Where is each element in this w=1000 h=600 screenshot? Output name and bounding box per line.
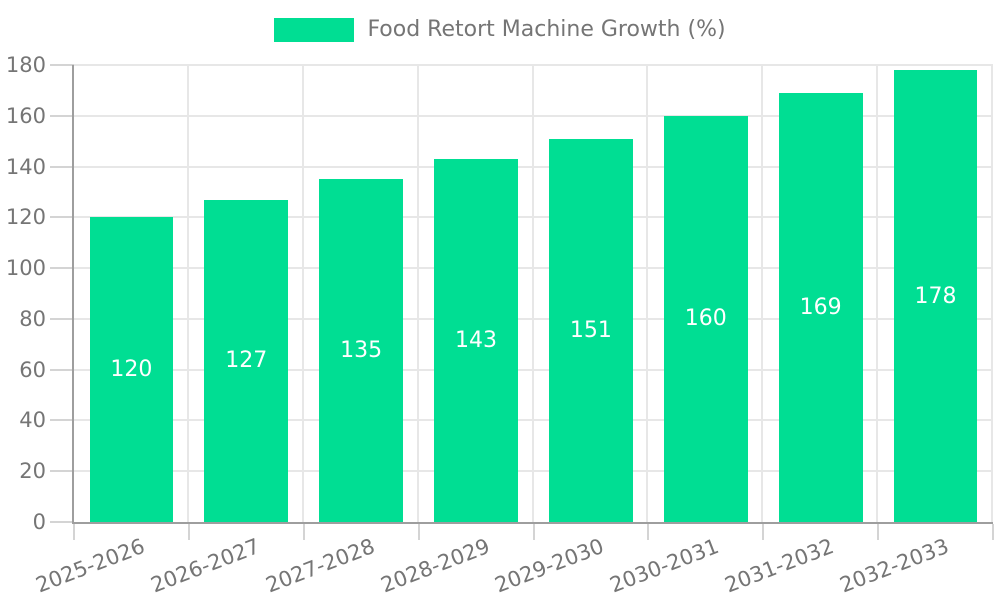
x-axis-tick-label: 2025-2026: [32, 534, 149, 598]
y-axis-tick: [50, 165, 74, 168]
x-axis-tick-label: 2030-2031: [606, 534, 723, 598]
gridline-horizontal: [74, 165, 993, 168]
y-axis-line: [72, 65, 74, 522]
bar-value-label: 143: [455, 327, 498, 353]
chart-legend[interactable]: Food Retort Machine Growth (%): [0, 17, 1000, 43]
y-axis-tick: [50, 521, 74, 523]
bar-value-label: 169: [799, 294, 842, 320]
x-axis-tick: [187, 524, 190, 540]
bar-value-label: 160: [684, 306, 727, 332]
x-axis-tick: [417, 524, 420, 540]
gridline-horizontal: [74, 267, 993, 270]
x-axis-tick: [73, 524, 75, 540]
legend-swatch-icon: [274, 18, 355, 42]
x-axis-tick: [992, 524, 994, 540]
gridline-vertical: [991, 65, 993, 522]
y-axis-tick: [50, 216, 74, 219]
bar-2025-2026: 120: [89, 217, 174, 522]
bar-2027-2028: 135: [319, 179, 404, 522]
y-axis-tick-label: 60: [19, 357, 46, 382]
gridline-horizontal: [74, 419, 993, 422]
y-axis-tick-label: 100: [5, 256, 46, 281]
bar-value-label: 178: [914, 283, 957, 309]
y-axis-tick-label: 0: [32, 510, 46, 534]
bar-2031-2032: 169: [778, 92, 863, 522]
x-axis-tick: [532, 524, 535, 540]
x-axis-tick-label: 2031-2032: [721, 534, 838, 598]
gridline-vertical: [531, 65, 534, 522]
gridline-horizontal: [74, 64, 993, 66]
gridline-horizontal: [74, 114, 993, 117]
y-axis-tick-label: 180: [5, 53, 46, 77]
gridline-horizontal: [74, 470, 993, 473]
x-axis-tick: [762, 524, 765, 540]
gridline-horizontal: [74, 368, 993, 371]
bar-value-label: 120: [110, 357, 153, 383]
y-axis-tick: [50, 267, 74, 270]
y-axis-tick-label: 80: [19, 306, 46, 331]
y-axis-tick: [50, 368, 74, 371]
bar-value-label: 135: [340, 338, 383, 364]
y-axis-tick-label: 20: [19, 459, 46, 484]
y-axis-tick: [50, 64, 74, 66]
x-axis-tick: [877, 524, 880, 540]
gridline-vertical: [186, 65, 189, 522]
bar-2028-2029: 143: [434, 158, 518, 522]
bar-2029-2030: 151: [549, 138, 633, 522]
gridline-vertical: [876, 65, 879, 522]
gridline-horizontal: [74, 216, 993, 219]
gridline-vertical: [646, 65, 649, 522]
plot-area: 120 127 135 143 151 160 169 178: [72, 64, 993, 524]
gridline-vertical: [301, 65, 304, 522]
bar-value-label: 127: [225, 348, 268, 374]
x-axis-tick-label: 2028-2029: [377, 534, 493, 598]
gridline-vertical: [761, 65, 764, 522]
y-axis-tick-label: 160: [5, 103, 46, 128]
x-axis-tick-label: 2027-2028: [262, 534, 378, 598]
x-axis-tick-label: 2029-2030: [492, 534, 608, 598]
x-axis-tick-label: 2032-2033: [836, 534, 953, 598]
x-axis-tick: [647, 524, 650, 540]
legend-label: Food Retort Machine Growth (%): [367, 17, 726, 42]
y-axis-tick: [50, 419, 74, 422]
y-axis-tick: [50, 114, 74, 117]
bar-2030-2031: 160: [663, 115, 748, 522]
x-axis-line: [72, 522, 993, 524]
x-axis-tick-label: 2026-2027: [147, 534, 263, 598]
gridline-horizontal: [74, 317, 993, 320]
y-axis-tick: [50, 317, 74, 320]
bar-2032-2033: 178: [893, 70, 978, 522]
gridline-vertical: [416, 65, 419, 522]
bar-value-label: 151: [569, 317, 612, 343]
bar-2026-2027: 127: [204, 199, 289, 522]
y-axis-tick-label: 120: [5, 205, 46, 230]
y-axis-tick: [50, 470, 74, 473]
y-axis-tick-label: 140: [5, 154, 46, 179]
y-axis-tick-label: 40: [19, 408, 46, 433]
x-axis-tick: [302, 524, 305, 540]
